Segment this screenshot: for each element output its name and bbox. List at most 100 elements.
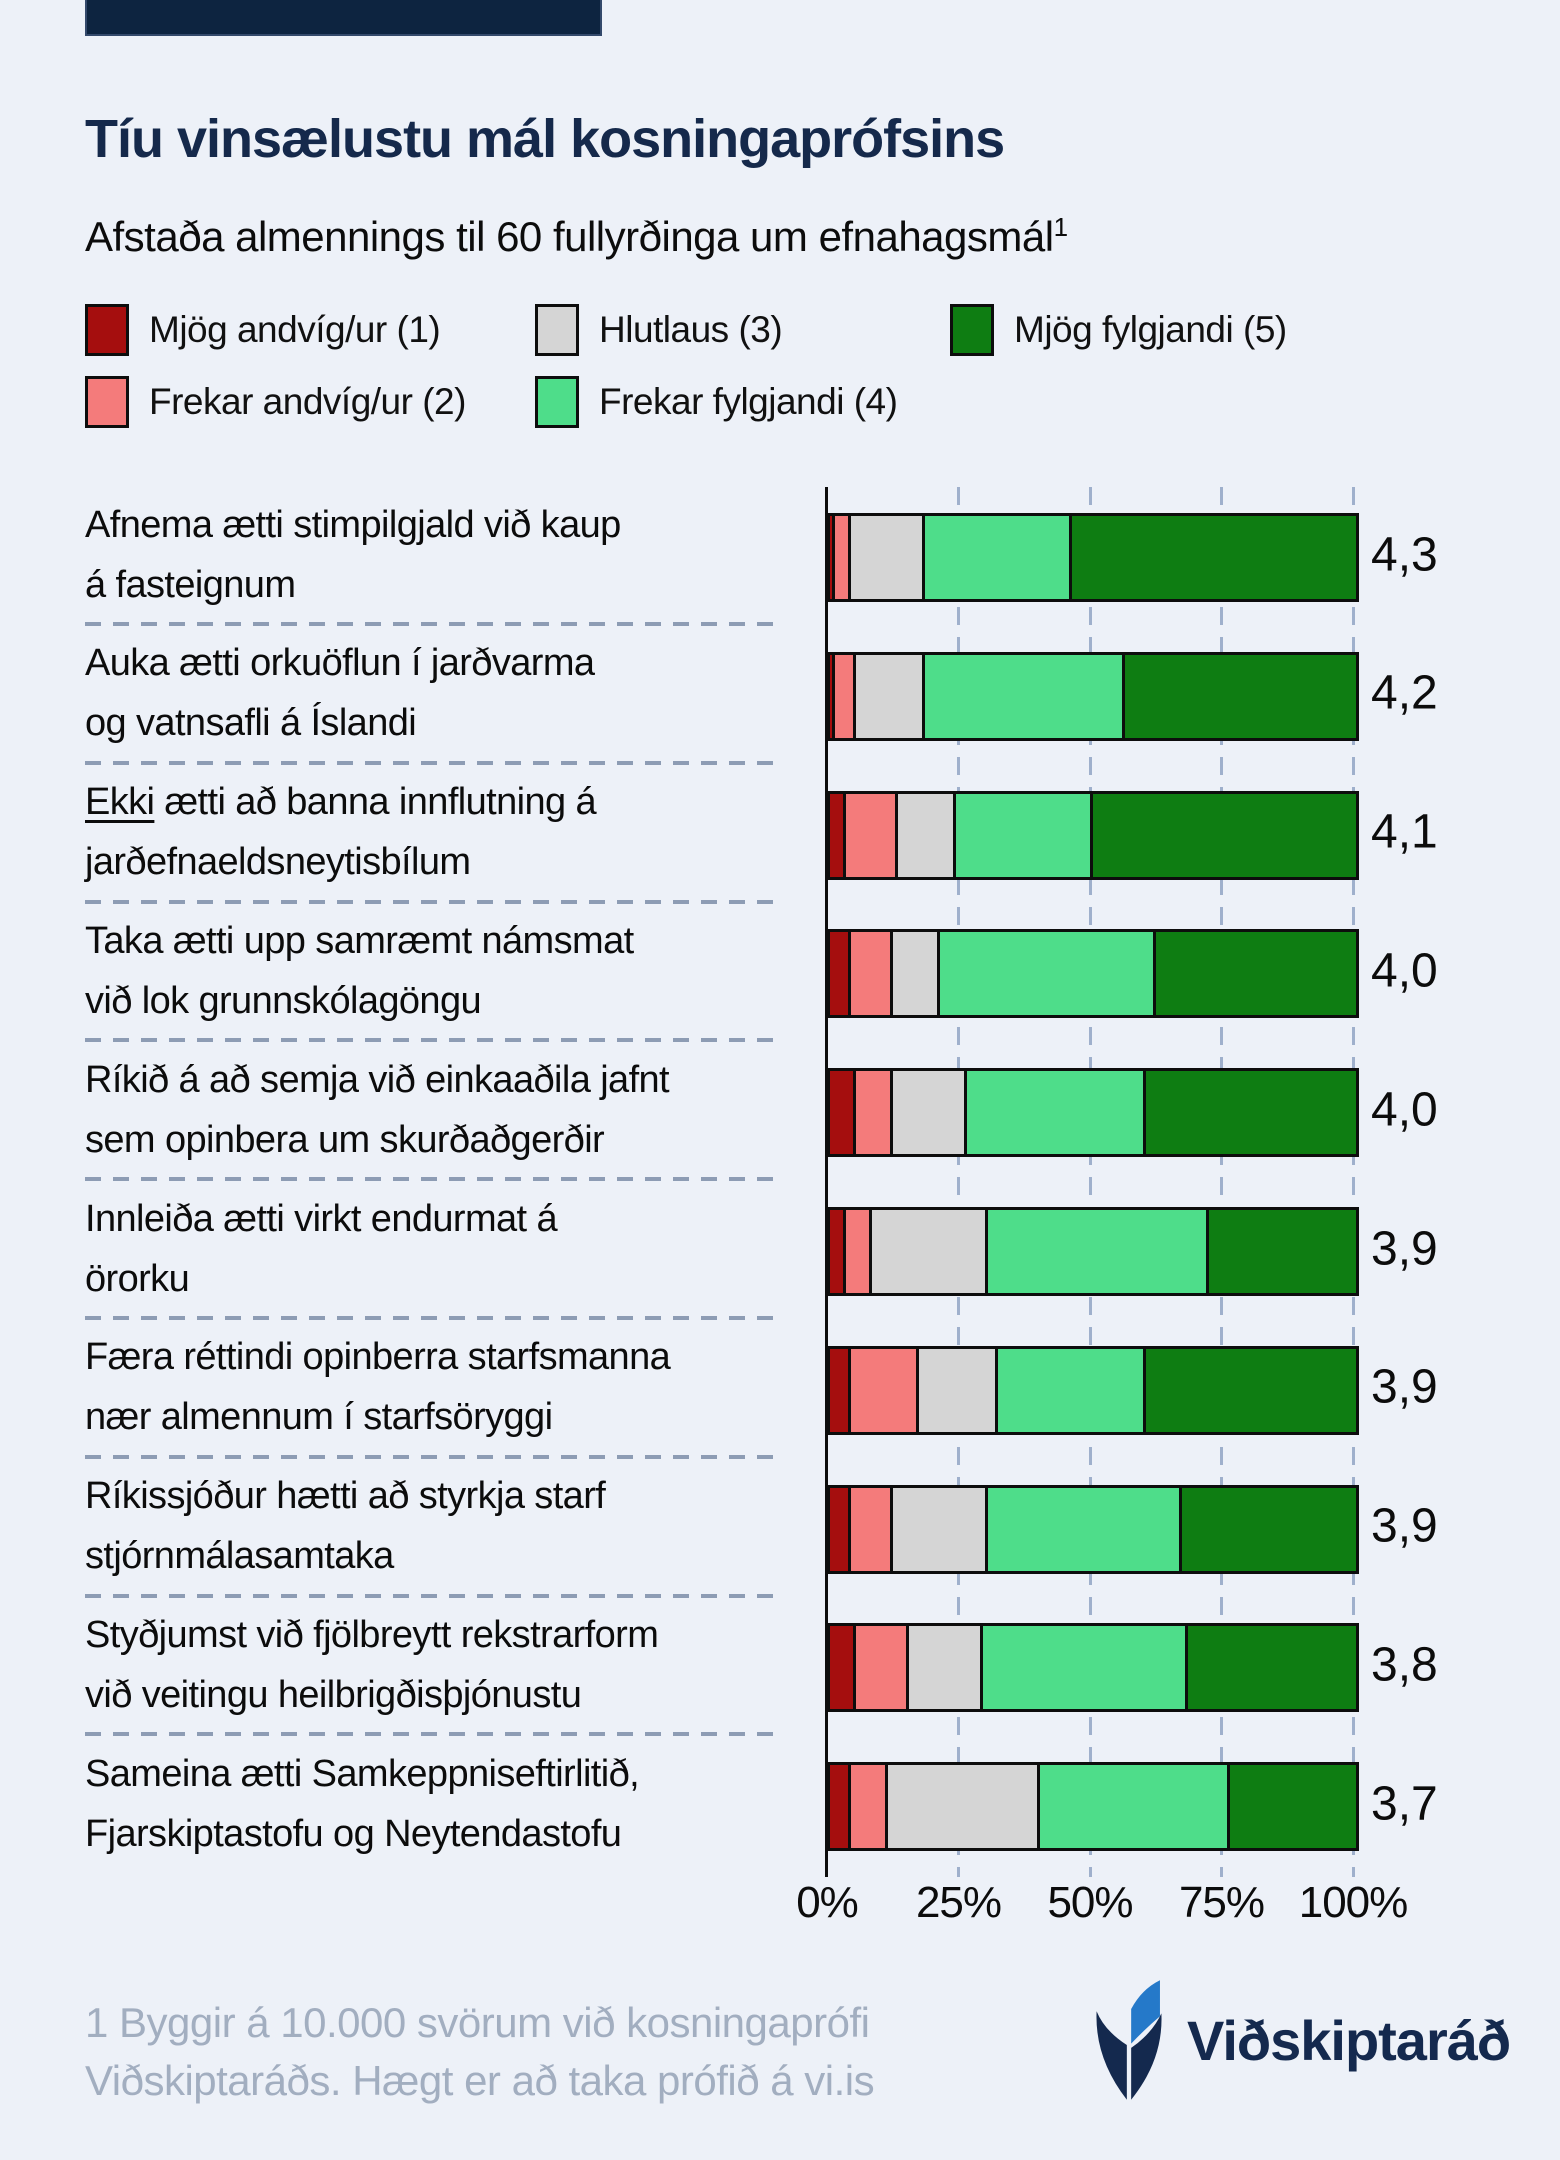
row-separator <box>85 1454 775 1459</box>
bar-segment-Frekar fylgjandi (4) <box>1040 1765 1230 1849</box>
legend: Mjög andvíg/ur (1) Frekar andvíg/ur (2) Hl… <box>85 300 1485 450</box>
bar-segment-Mjög andvíg/ur (1) <box>830 932 852 1016</box>
bar-segment-Mjög fylgjandi (5) <box>1182 1487 1356 1571</box>
legend-swatch <box>535 376 579 428</box>
x-tick-label: 0% <box>796 1878 859 1927</box>
bar-segment-Mjög andvíg/ur (1) <box>830 1626 857 1710</box>
gridline-50 <box>1088 487 1092 1877</box>
x-tick-label: 100% <box>1298 1878 1409 1927</box>
bar-segment-Hlutlaus (3) <box>856 654 925 738</box>
row-label-line: við veitingu heilbrigðisþjónustu <box>85 1673 582 1716</box>
bar-row-7 <box>827 1345 1359 1435</box>
bar-segment-Frekar andvíg/ur (2) <box>851 1487 894 1571</box>
gridline-75 <box>1220 487 1223 1877</box>
bar-segment-Frekar andvíg/ur (2) <box>856 1071 894 1155</box>
bar-segment-Frekar andvíg/ur (2) <box>835 654 857 738</box>
bar-segment-Frekar andvíg/ur (2) <box>845 793 899 877</box>
footnote-line-2: Viðskiptaráðs. Hægt er að taka prófið á … <box>85 2057 875 2104</box>
bar-row-9 <box>827 1623 1359 1713</box>
score-label: 3,9 <box>1371 1360 1438 1414</box>
row-label-line: örorku <box>85 1257 190 1300</box>
bar-row-3 <box>827 790 1359 880</box>
bar-segment-Mjög fylgjandi (5) <box>1229 1765 1356 1849</box>
bar-segment-Hlutlaus (3) <box>893 1071 967 1155</box>
bar-segment-Frekar fylgjandi (4) <box>982 1626 1188 1710</box>
underlined-word: Ekki <box>85 781 155 824</box>
bar-segment-Frekar fylgjandi (4) <box>940 932 1157 1016</box>
bar-row-6 <box>827 1207 1359 1296</box>
row-label: Ríkið á að semja við einkaaðila jafnt sem… <box>85 1050 800 1170</box>
row-label-line: við lok grunnskólagöngu <box>85 979 482 1022</box>
row-label-line: Sameina ætti Samkeppniseftirlitið, <box>85 1752 640 1795</box>
bar-row-4 <box>827 929 1359 1019</box>
vidskiptarad-leaf-icon <box>1096 1980 1162 2100</box>
bar-segment-Frekar andvíg/ur (2) <box>835 516 852 599</box>
row-separator <box>85 1593 775 1598</box>
bar-segment-Mjög andvíg/ur (1) <box>830 516 836 599</box>
legend-item: Frekar fylgjandi (4) <box>535 372 898 432</box>
row-separator <box>85 622 775 626</box>
bar-segment-Frekar fylgjandi (4) <box>987 1210 1209 1293</box>
row-label-line: Styðjumst við fjölbreytt rekstrarform <box>85 1613 659 1656</box>
bar-segment-Mjög fylgjandi (5) <box>1071 516 1356 599</box>
legend-item: Frekar andvíg/ur (2) <box>85 372 466 432</box>
row-label-line: Ríkið á að semja við einkaaðila jafnt <box>85 1058 670 1101</box>
legend-item: Mjög andvíg/ur (1) <box>85 300 441 360</box>
score-label: 4,0 <box>1371 944 1438 998</box>
row-label-line: og vatnsafli á Íslandi <box>85 702 417 745</box>
bar-row-1 <box>827 513 1359 602</box>
bar-segment-Hlutlaus (3) <box>919 1348 999 1432</box>
legend-item: Mjög fylgjandi (5) <box>950 300 1287 360</box>
row-label: Innleiða ætti virkt endurmat á örorku <box>85 1189 800 1309</box>
row-label-line: jarðefnaeldsneytisbílum <box>85 841 471 884</box>
row-separator <box>85 899 775 904</box>
bar-segment-Mjög fylgjandi (5) <box>1092 793 1356 877</box>
row-label: Taka ætti upp samræmt námsmat við lok gru… <box>85 911 800 1031</box>
bar-segment-Mjög andvíg/ur (1) <box>830 654 836 738</box>
bar-segment-Hlutlaus (3) <box>893 932 941 1016</box>
bar-segment-Frekar fylgjandi (4) <box>956 793 1093 877</box>
bar-segment-Mjög fylgjandi (5) <box>1145 1348 1356 1432</box>
bar-segment-Hlutlaus (3) <box>851 516 925 599</box>
row-label: Styðjumst við fjölbreytt rekstrarform við… <box>85 1605 800 1725</box>
bar-segment-Frekar fylgjandi (4) <box>998 1348 1146 1432</box>
footnote-line-1: 1 Byggir á 10.000 svörum við kosningapró… <box>85 1999 870 2046</box>
row-label-line: nær almennum í starfsöryggi <box>85 1396 553 1439</box>
legend-label: Frekar andvíg/ur (2) <box>149 381 466 422</box>
bar-segment-Hlutlaus (3) <box>898 793 957 877</box>
row-separator <box>85 1732 775 1737</box>
row-separator <box>85 1038 775 1043</box>
legend-swatch <box>535 304 579 356</box>
footnote: 1 Byggir á 10.000 svörum við kosningapró… <box>85 1994 875 2110</box>
row-label: Afnema ætti stimpilgjald við kaup á faste… <box>85 495 800 615</box>
row-label-line: Taka ætti upp samræmt námsmat <box>85 919 634 962</box>
bar-segment-Hlutlaus (3) <box>887 1765 1041 1849</box>
legend-label: Frekar fylgjandi (4) <box>599 381 898 422</box>
bar-row-8 <box>827 1484 1359 1574</box>
score-label: 4,2 <box>1371 666 1438 720</box>
row-label: Færa réttindi opinberra starfsmanna nær a… <box>85 1327 800 1447</box>
bar-segment-Frekar fylgjandi (4) <box>966 1071 1146 1155</box>
row-label-line: á fasteignum <box>85 563 296 606</box>
y-axis-line <box>825 487 828 1877</box>
bar-segment-Mjög andvíg/ur (1) <box>830 1348 852 1432</box>
x-tick-label: 50% <box>1047 1878 1133 1927</box>
x-tick-label: 75% <box>1178 1878 1265 1927</box>
bar-segment-Mjög andvíg/ur (1) <box>830 1210 846 1293</box>
bar-segment-Mjög fylgjandi (5) <box>1145 1071 1356 1155</box>
legend-label: Mjög fylgjandi (5) <box>1014 309 1287 350</box>
legend-item: Hlutlaus (3) <box>535 300 783 360</box>
row-label: Sameina ætti Samkeppniseftirlitið, Fjarsk… <box>85 1744 800 1864</box>
bar-segment-Frekar andvíg/ur (2) <box>851 932 894 1016</box>
x-tick-label: 25% <box>915 1878 1002 1927</box>
bar-segment-Mjög fylgjandi (5) <box>1208 1210 1356 1293</box>
row-separator <box>85 1177 775 1182</box>
score-label: 3,9 <box>1371 1499 1438 1553</box>
legend-swatch <box>85 304 129 356</box>
row-label: Auka ætti orkuöflun í jarðvarma og vatnsa… <box>85 633 800 753</box>
bar-segment-Frekar andvíg/ur (2) <box>845 1210 873 1293</box>
gridline-25 <box>957 487 960 1877</box>
row-label-line: Fjarskiptastofu og Neytendastofu <box>85 1812 622 1855</box>
bar-segment-Mjög andvíg/ur (1) <box>830 1765 852 1849</box>
